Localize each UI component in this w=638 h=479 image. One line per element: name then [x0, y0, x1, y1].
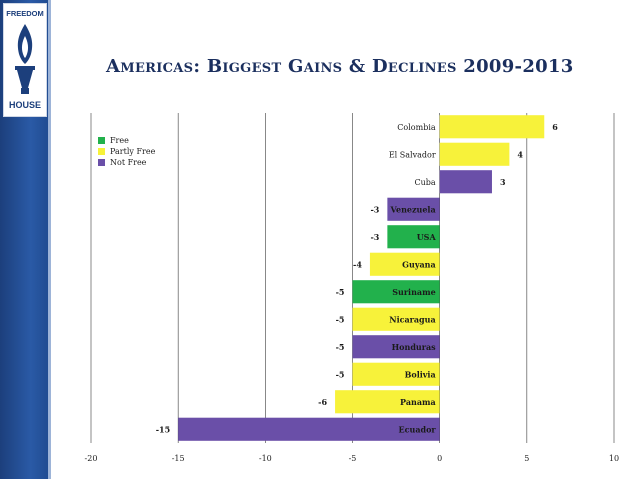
gains-declines-bar-chart: Colombia 6 El Salvador 4 Cuba 3 Venezuela -3 USA…: [85, 113, 620, 463]
value-label: -6: [318, 397, 327, 407]
category-label: Cuba: [414, 178, 435, 187]
chart-grid: [90, 113, 615, 443]
bar-usa: [387, 225, 440, 249]
bar-suriname: [352, 280, 440, 304]
value-label: -5: [336, 314, 345, 324]
bar-ecuador: [178, 417, 440, 441]
sidebar-band: FREEDOM HOUSE: [0, 0, 51, 479]
logo-text-bottom: HOUSE: [9, 100, 41, 110]
bar-venezuela: [387, 197, 440, 221]
category-label: Guyana: [402, 259, 435, 269]
category-label: El Salvador: [389, 150, 436, 159]
bar-bolivia: [352, 362, 440, 386]
legend-swatch: [98, 137, 105, 144]
x-tick-label: -20: [85, 454, 98, 463]
legend-item-partly-free: Partly Free: [98, 146, 155, 157]
value-label: -3: [370, 232, 379, 242]
legend-item-free: Free: [98, 135, 155, 146]
x-tick-label: 0: [437, 454, 442, 463]
x-tick-label: 5: [524, 454, 529, 463]
category-label: Panama: [400, 397, 436, 407]
bar-colombia: [439, 115, 545, 139]
bar-el-salvador: [439, 142, 510, 166]
category-label: Nicaragua: [389, 314, 435, 324]
category-label: Colombia: [397, 123, 436, 132]
chart-labels: Colombia 6 El Salvador 4 Cuba 3 Venezuela -3 USA…: [156, 122, 559, 435]
bar-nicaragua: [352, 307, 440, 331]
bar-panama: [335, 390, 440, 414]
slide-title: Americas: Biggest Gains & Declines 2009-…: [106, 56, 574, 77]
value-label: -3: [370, 204, 379, 214]
x-tick-label: -15: [172, 454, 185, 463]
chart-x-ticks: -20 -15 -10 -5 0 5 10: [85, 454, 620, 463]
legend-swatch: [98, 159, 105, 166]
category-label: Bolivia: [405, 369, 436, 379]
value-label: -5: [336, 342, 345, 352]
x-tick-label: 10: [609, 454, 619, 463]
torch-logo-icon: FREEDOM HOUSE: [4, 4, 46, 116]
legend-label: Not Free: [110, 158, 147, 167]
value-label: -5: [336, 369, 345, 379]
bar-cuba: [439, 170, 492, 194]
category-label: Venezuela: [390, 204, 436, 214]
value-label: 6: [552, 122, 558, 132]
chart-bars: [178, 115, 545, 441]
category-label: Suriname: [392, 287, 435, 297]
bar-honduras: [352, 335, 440, 359]
category-label: Honduras: [392, 342, 437, 352]
x-tick-label: -10: [259, 454, 272, 463]
legend-item-not-free: Not Free: [98, 157, 155, 168]
logo-text-top: FREEDOM: [6, 9, 44, 18]
legend-swatch: [98, 148, 105, 155]
value-label: -5: [336, 287, 345, 297]
value-label: 4: [517, 149, 523, 159]
legend-label: Partly Free: [110, 147, 156, 156]
chart-legend: Free Partly Free Not Free: [98, 135, 155, 168]
bar-guyana: [369, 252, 440, 276]
value-label: 3: [500, 177, 506, 187]
x-tick-label: -5: [349, 454, 357, 463]
category-label: Ecuador: [399, 424, 437, 434]
category-label: USA: [417, 232, 437, 242]
freedom-house-logo: FREEDOM HOUSE: [3, 3, 47, 117]
value-label: -15: [156, 424, 170, 434]
value-label: -4: [353, 259, 362, 269]
legend-label: Free: [110, 136, 129, 145]
